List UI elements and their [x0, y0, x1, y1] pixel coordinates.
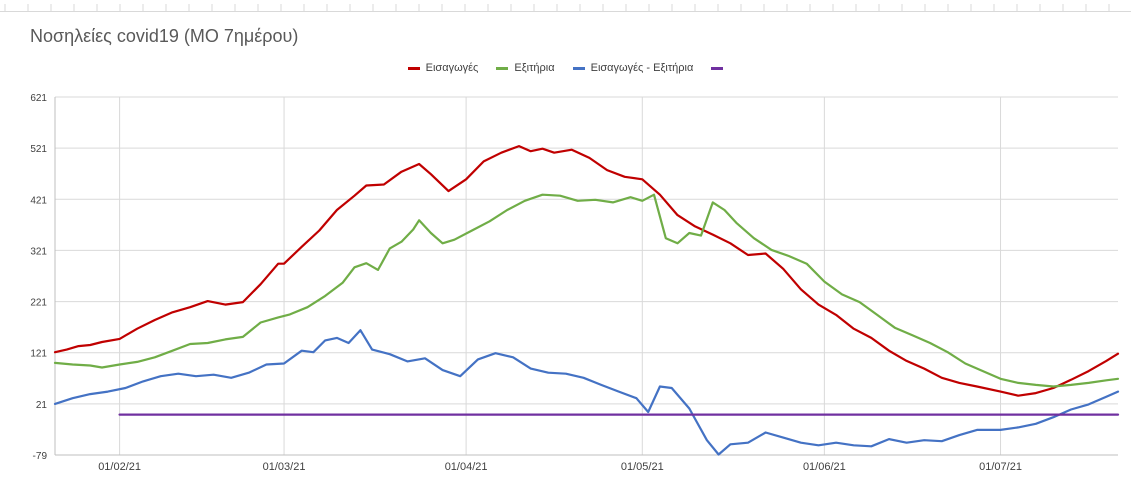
y-tick-label: 621 [30, 93, 47, 104]
legend-swatch-zero [711, 66, 724, 70]
y-tick-label: 121 [30, 349, 47, 360]
legend-item-discharges: Εξιτήρια [496, 62, 555, 74]
legend-label-difference: Εισαγωγές - Εξιτήρια [590, 62, 694, 74]
y-tick-label: 21 [36, 400, 48, 411]
x-tick-label: 01/06/21 [803, 461, 846, 473]
legend-swatch-admissions [407, 66, 420, 70]
y-tick-label: 321 [30, 246, 47, 257]
admissions-series [53, 145, 1120, 397]
y-tick-label: 421 [30, 195, 47, 206]
x-tick-label: 01/07/21 [979, 461, 1022, 473]
x-tick-label: 01/04/21 [445, 461, 488, 473]
legend-label-discharges: Εξιτήρια [514, 62, 555, 74]
y-tick-label: -79 [33, 451, 48, 462]
legend-swatch-difference [572, 66, 585, 70]
legend-item-admissions: Εισαγωγές [407, 62, 479, 74]
legend-swatch-discharges [496, 66, 509, 70]
chart-title: Νοσηλείες covid19 (ΜΟ 7ημέρου) [30, 26, 299, 46]
x-tick-label: 01/05/21 [621, 461, 664, 473]
y-tick-label: 521 [30, 144, 47, 155]
y-tick-label: 221 [30, 298, 47, 309]
top-strip [0, 4, 1131, 12]
x-tick-label: 01/02/21 [98, 461, 141, 473]
legend-item-zero [711, 62, 724, 74]
difference-series [53, 329, 1120, 456]
legend-item-difference: Εισαγωγές - Εξιτήρια [572, 62, 694, 74]
chart-legend: Εισαγωγές Εξιτήρια Εισαγωγές - Εξιτήρια [0, 62, 1131, 74]
discharges-series [53, 193, 1120, 388]
legend-label-admissions: Εισαγωγές [425, 62, 479, 74]
x-tick-label: 01/03/21 [263, 461, 306, 473]
